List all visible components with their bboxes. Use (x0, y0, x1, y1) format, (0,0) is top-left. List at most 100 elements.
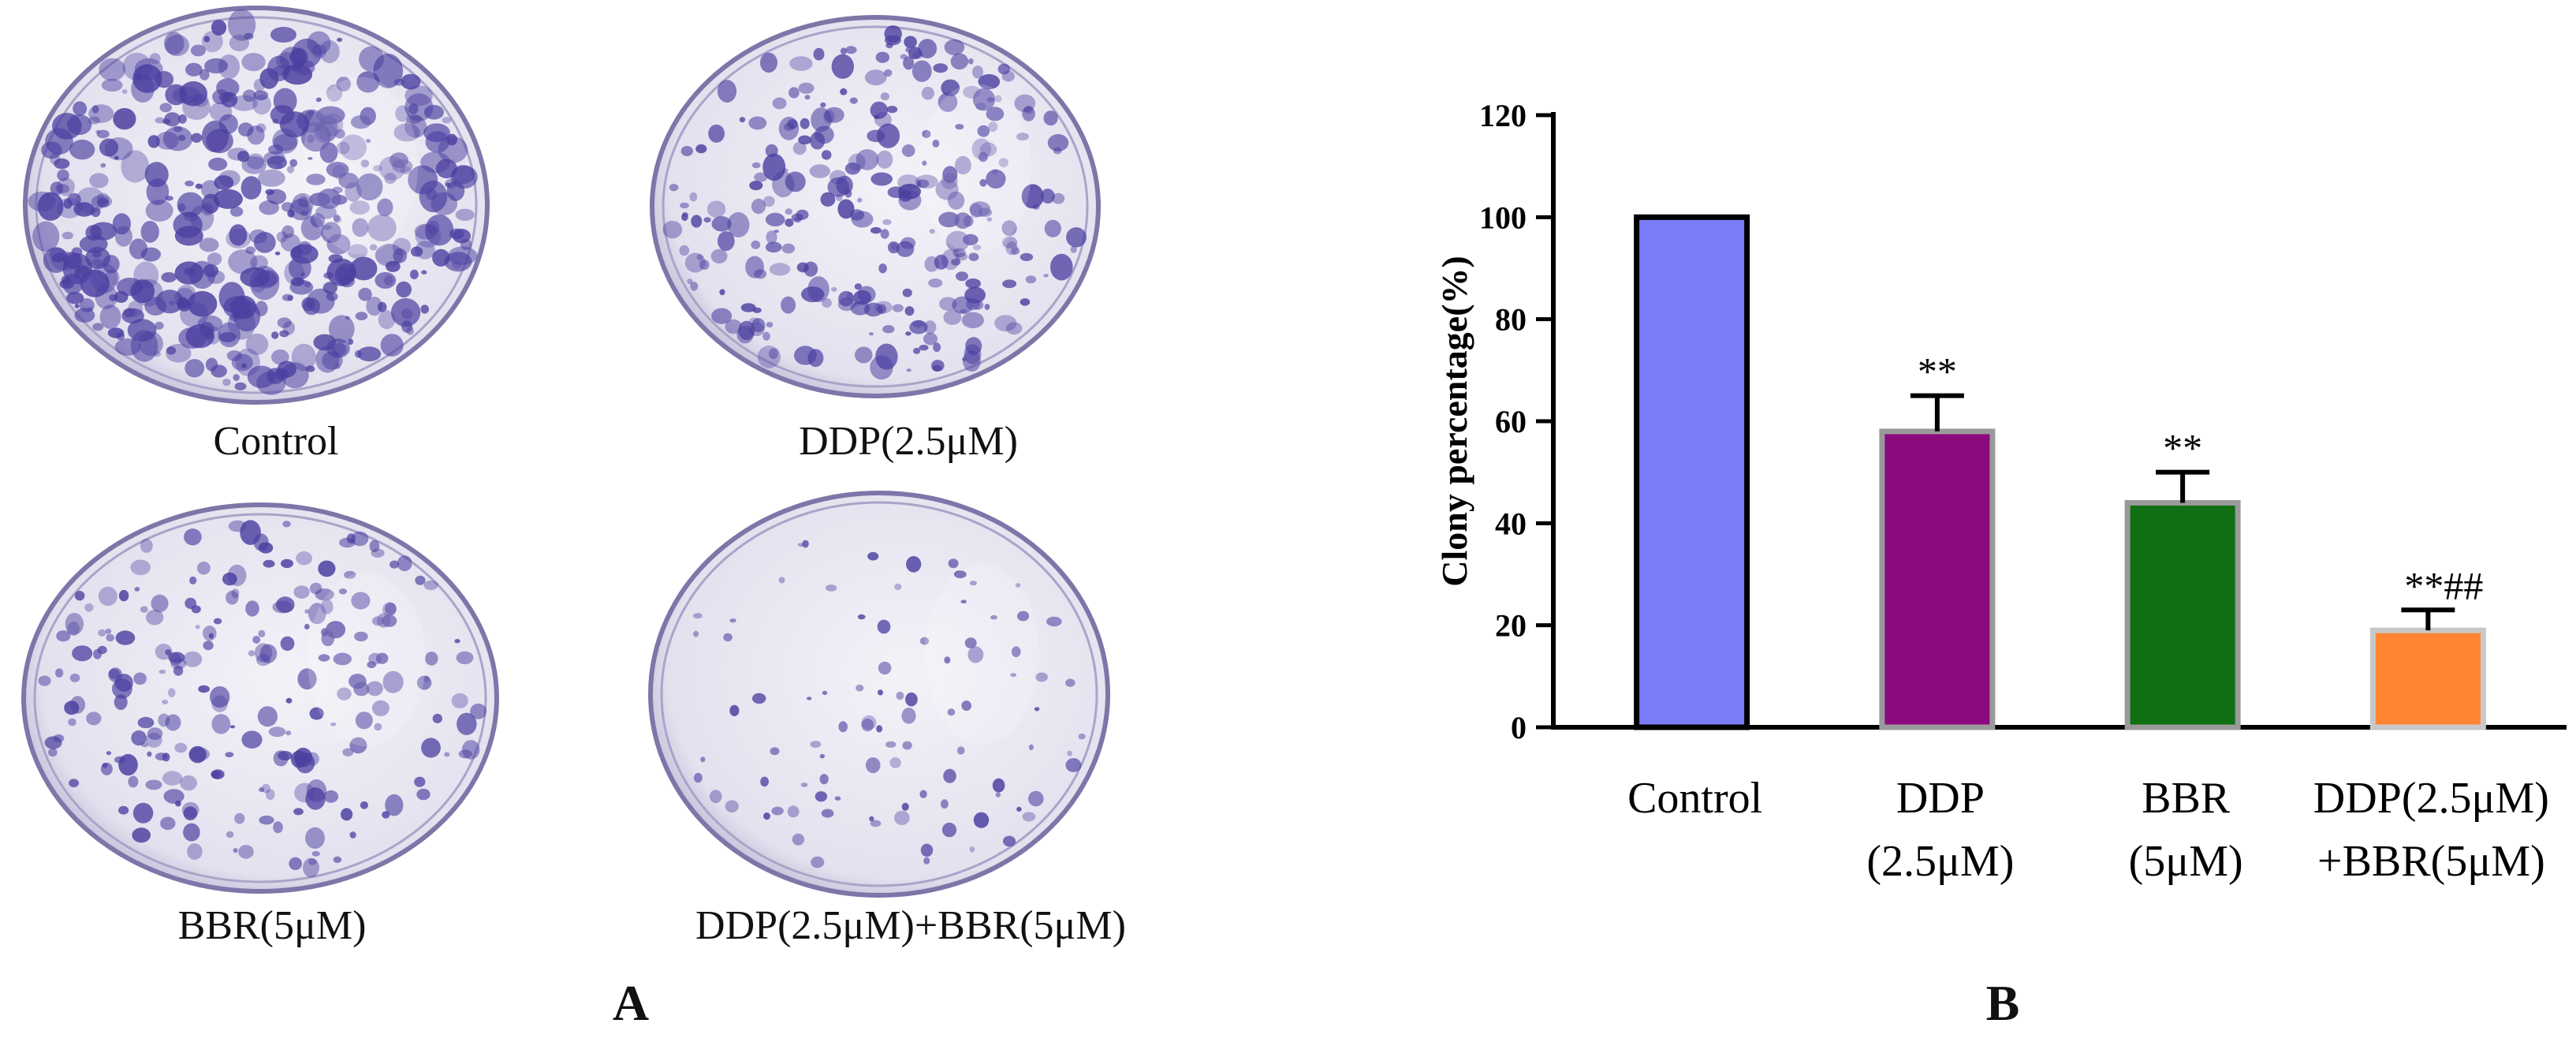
plate-1 (650, 15, 1101, 398)
colony (687, 278, 693, 285)
colony (278, 751, 293, 760)
colony (968, 58, 974, 65)
colony (353, 682, 370, 697)
colony (811, 107, 832, 133)
colony (140, 221, 159, 243)
colony (415, 575, 426, 585)
colony (240, 176, 262, 200)
colony (941, 173, 958, 189)
colony (162, 700, 169, 704)
colony (255, 301, 268, 316)
colony (308, 157, 313, 160)
colony (318, 560, 336, 577)
colony (393, 123, 420, 142)
colony (1015, 583, 1021, 588)
colony (904, 35, 917, 49)
colony (121, 89, 128, 95)
colony (947, 708, 956, 716)
colony (165, 714, 181, 731)
colony (369, 244, 378, 251)
colony (425, 652, 438, 666)
colony (765, 144, 778, 158)
colony (259, 200, 280, 215)
colony (326, 233, 351, 255)
colony (901, 708, 916, 724)
colony (43, 247, 69, 274)
colony (188, 747, 210, 761)
colony (118, 805, 129, 815)
colony (160, 816, 176, 831)
colony (878, 263, 887, 274)
colony (273, 65, 290, 77)
colony (97, 645, 107, 655)
colony (408, 165, 438, 195)
colony (73, 202, 95, 217)
colony (336, 141, 350, 155)
plate-3 (648, 491, 1110, 898)
colony (268, 726, 286, 738)
colony (132, 802, 154, 824)
colony (769, 263, 791, 276)
colony (134, 587, 140, 592)
colony (896, 691, 904, 700)
colony (922, 160, 927, 166)
colony (234, 382, 247, 390)
colony (84, 603, 94, 612)
colony (305, 787, 326, 810)
colony (932, 140, 940, 148)
colony (964, 637, 977, 648)
colony (874, 115, 880, 119)
colony (147, 751, 152, 757)
colony (373, 165, 383, 172)
colony (457, 712, 477, 735)
colony-plates-image (21, 6, 1110, 898)
colony (719, 289, 725, 296)
colony (979, 179, 987, 187)
colony (933, 63, 948, 73)
colony (295, 753, 315, 774)
colony (297, 196, 310, 207)
colony (292, 192, 314, 215)
colony (963, 233, 979, 245)
colony (273, 821, 283, 834)
colony (185, 180, 195, 187)
colony (774, 230, 779, 233)
bar-2 (2124, 499, 2241, 730)
colony (62, 231, 73, 240)
colony (800, 118, 810, 129)
colony (349, 831, 356, 838)
colony (880, 92, 889, 101)
colony (700, 756, 706, 763)
colony (390, 560, 400, 569)
colony (451, 693, 468, 709)
colony (347, 244, 368, 260)
colony (905, 47, 911, 53)
colony (691, 215, 703, 228)
colony (281, 225, 295, 238)
colony (378, 310, 396, 330)
colony (710, 790, 722, 804)
colony (834, 796, 841, 801)
colony (297, 668, 317, 690)
colony (844, 162, 861, 175)
category-label: Control (1627, 774, 1762, 823)
colony (1032, 204, 1040, 210)
colony (175, 800, 181, 807)
colony (389, 152, 408, 169)
colony (729, 618, 736, 623)
colony (332, 186, 343, 193)
colony (326, 621, 346, 639)
colony (789, 56, 813, 71)
colony (929, 229, 935, 234)
colony (692, 613, 703, 619)
colony (237, 151, 250, 162)
colony (760, 776, 769, 787)
colony (118, 589, 129, 602)
colony (723, 633, 733, 642)
colony (304, 609, 310, 614)
colony (308, 192, 331, 207)
colony (978, 151, 988, 162)
colony (212, 89, 229, 105)
colony (906, 556, 922, 573)
colony (203, 35, 211, 43)
